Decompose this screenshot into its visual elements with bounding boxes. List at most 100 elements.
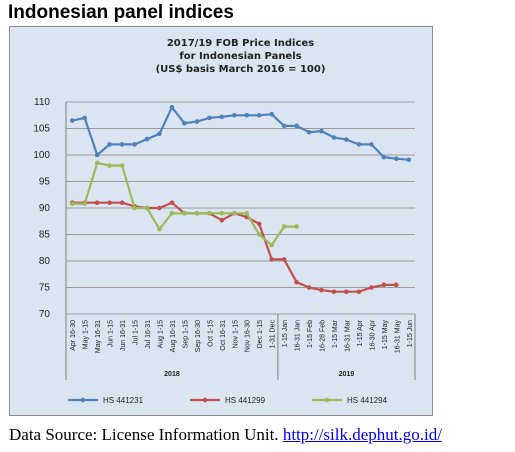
data-point-hs-441231 xyxy=(231,112,237,118)
y-tick-label-105: 105 xyxy=(33,124,50,135)
data-point-hs-441299 xyxy=(119,200,125,205)
data-point-hs-441294 xyxy=(107,163,112,168)
x-tick-label: 16-30 Apr xyxy=(369,319,376,350)
data-point-hs-441231 xyxy=(269,111,274,117)
y-tick-label-80: 80 xyxy=(39,256,51,267)
y-tick-label-110: 110 xyxy=(34,97,50,108)
x-tick-label: 16-31 May xyxy=(394,320,401,354)
data-point-hs-441231 xyxy=(281,123,287,129)
x-tick-label: 1-15 Apr xyxy=(357,319,364,346)
x-tick-label: Aug 1-15 xyxy=(157,320,164,349)
data-point-hs-441231 xyxy=(132,142,137,147)
data-point-hs-441294 xyxy=(119,163,125,168)
data-point-hs-441231 xyxy=(119,142,125,147)
data-point-hs-441231 xyxy=(194,119,200,124)
data-point-hs-441299 xyxy=(219,217,225,223)
data-point-hs-441299 xyxy=(256,221,262,227)
x-tick-label: 1-15 May xyxy=(382,320,389,350)
chart-title-line-2: for Indonesian Panels xyxy=(179,51,301,62)
x-tick-label: Jul 1-15 xyxy=(133,320,140,345)
data-point-hs-441231 xyxy=(94,152,100,158)
data-point-hs-441231 xyxy=(107,142,112,147)
data-point-hs-441231 xyxy=(319,128,324,134)
data-source-label: Data Source: License Information Unit. xyxy=(9,425,279,444)
data-point-hs-441299 xyxy=(157,205,162,211)
data-point-hs-441294 xyxy=(256,232,262,237)
data-point-hs-441231 xyxy=(219,114,225,120)
x-tick-label: Nov 16-30 xyxy=(245,320,252,352)
legend-marker-hs-441299 xyxy=(202,397,208,403)
data-point-hs-441294 xyxy=(169,211,175,216)
y-tick-label-100: 100 xyxy=(33,150,50,161)
data-point-hs-441231 xyxy=(394,156,399,162)
data-point-hs-441299 xyxy=(107,200,112,205)
data-point-hs-441231 xyxy=(256,112,262,118)
data-point-hs-441299 xyxy=(344,289,349,295)
year-label-2019: 2019 xyxy=(339,371,355,378)
data-point-hs-441294 xyxy=(219,211,225,216)
y-tick-label-75: 75 xyxy=(39,283,51,294)
y-tick-label-85: 85 xyxy=(39,230,51,241)
series-line-hs-441231 xyxy=(71,106,409,161)
data-point-hs-441299 xyxy=(319,287,324,293)
legend-marker-hs-441294 xyxy=(324,397,330,403)
x-tick-label: Jun 1-15 xyxy=(108,320,115,347)
y-tick-label-95: 95 xyxy=(39,177,51,188)
data-point-hs-441299 xyxy=(294,279,299,285)
data-point-hs-441294 xyxy=(294,224,299,229)
data-point-hs-441299 xyxy=(281,257,287,262)
data-point-hs-441231 xyxy=(182,120,187,126)
data-point-hs-441299 xyxy=(369,285,374,290)
data-point-hs-441299 xyxy=(331,289,337,295)
chart-title-line-3: (US$ basis March 2016 = 100) xyxy=(156,64,326,75)
data-point-hs-441294 xyxy=(182,211,187,216)
data-point-hs-441231 xyxy=(356,142,362,147)
data-point-hs-441299 xyxy=(356,289,362,295)
data-point-hs-441299 xyxy=(269,257,274,262)
x-tick-label: Sep 1-15 xyxy=(182,320,189,349)
x-tick-label: 1-15 Jan xyxy=(282,320,289,347)
data-point-hs-441294 xyxy=(269,242,274,248)
legend-label-hs-441294: HS 441294 xyxy=(347,396,388,405)
x-tick-label: Sep 16-30 xyxy=(195,320,202,352)
data-point-hs-441299 xyxy=(94,200,100,205)
data-point-hs-441294 xyxy=(94,160,100,166)
series-line-hs-441299 xyxy=(72,201,397,293)
year-label-2018: 2018 xyxy=(164,371,180,378)
data-point-hs-441294 xyxy=(231,211,237,216)
data-point-hs-441294 xyxy=(144,205,150,211)
x-tick-label: 1-15 Mar xyxy=(332,319,339,348)
legend-marker-hs-441231 xyxy=(80,397,86,403)
x-tick-label: 16-31 Mar xyxy=(344,319,351,352)
data-point-hs-441294 xyxy=(281,224,287,229)
chart-title-line-1: 2017/19 FOB Price Indices xyxy=(167,38,314,49)
data-source-link[interactable]: http://silk.dephut.go.id/ xyxy=(282,425,442,444)
data-point-hs-441231 xyxy=(144,136,150,142)
data-point-hs-441231 xyxy=(306,129,312,135)
data-point-hs-441231 xyxy=(169,105,175,110)
price-index-chart: 2017/19 FOB Price Indices for Indonesian … xyxy=(33,38,416,405)
data-point-hs-441231 xyxy=(294,123,299,129)
x-tick-label: 16-31 Jan xyxy=(295,320,302,351)
chart-frame: 2017/19 FOB Price Indices for Indonesian … xyxy=(9,26,433,416)
x-tick-label: 1-15 Jun xyxy=(407,320,414,347)
x-tick-label: Oct 1-15 xyxy=(207,320,214,347)
page-heading: Indonesian panel indices xyxy=(8,2,234,23)
data-point-hs-441231 xyxy=(207,115,212,121)
data-point-hs-441231 xyxy=(69,118,75,123)
x-tick-label: 1-31 Dec xyxy=(270,320,277,349)
data-point-hs-441299 xyxy=(394,282,399,288)
x-tick-label: Apr 16-30 xyxy=(70,320,77,351)
legend-label-hs-441299: HS 441299 xyxy=(225,396,266,405)
data-point-hs-441294 xyxy=(244,211,250,216)
data-point-hs-441294 xyxy=(207,211,212,216)
x-tick-label: Aug 16-31 xyxy=(170,320,177,352)
data-point-hs-441231 xyxy=(157,131,162,137)
data-point-hs-441294 xyxy=(194,211,200,216)
data-point-hs-441231 xyxy=(344,137,349,142)
data-point-hs-441294 xyxy=(132,205,137,211)
data-point-hs-441231 xyxy=(244,112,250,118)
x-tick-label: Jun 16-31 xyxy=(120,320,127,351)
x-tick-label: May 16-31 xyxy=(95,320,102,353)
data-point-hs-441231 xyxy=(406,157,412,163)
